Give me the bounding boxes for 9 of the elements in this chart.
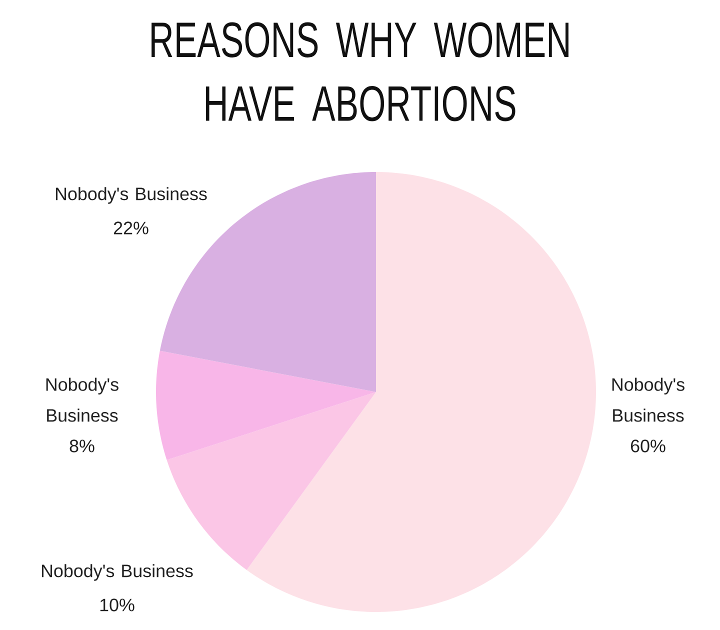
data-label: 22% xyxy=(114,222,148,234)
slice-label: Nobody's Business xyxy=(46,378,118,422)
slice-label: Nobody's Business xyxy=(42,564,193,581)
slice-label: Nobody's Business xyxy=(56,187,207,204)
data-label: 60% xyxy=(630,440,666,452)
data-label: 10% xyxy=(100,598,134,612)
chart-title: REASONS WHY WOMEN HAVE ABORTIONS xyxy=(152,22,568,122)
data-label: 8% xyxy=(70,440,94,452)
slice-label: Nobody's Business xyxy=(612,378,684,422)
